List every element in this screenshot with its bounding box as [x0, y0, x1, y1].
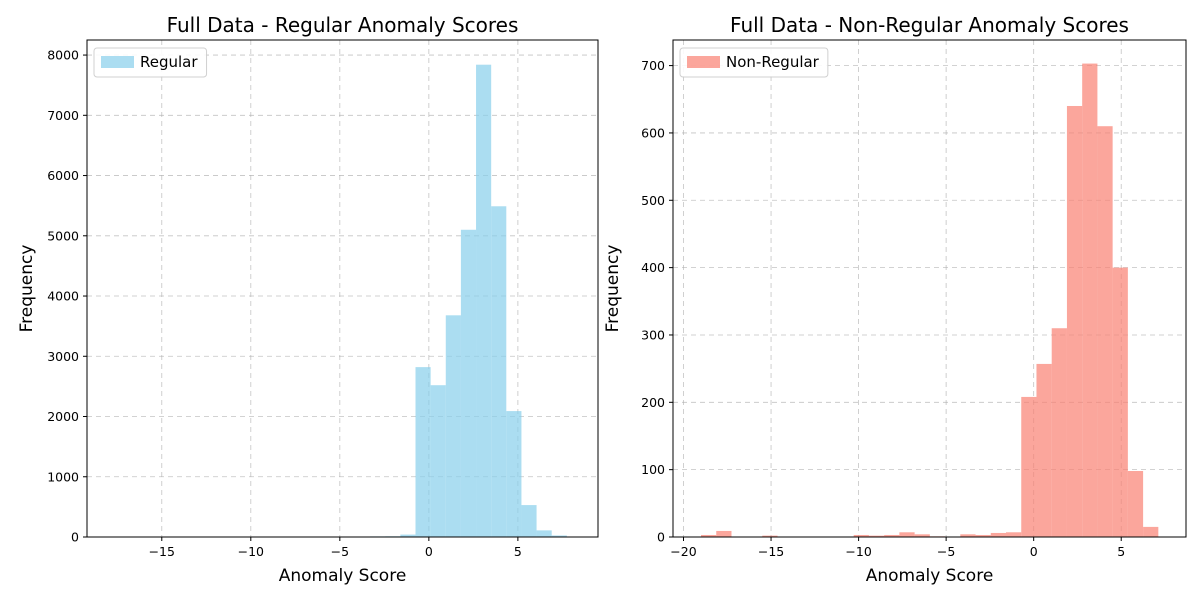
histogram-bar	[1112, 267, 1128, 537]
x-tick-label: 5	[514, 544, 522, 559]
histogram-bars	[241, 64, 567, 537]
legend-frame	[679, 47, 829, 78]
histogram-bar	[1006, 532, 1022, 537]
x-tick-label: 0	[1030, 544, 1038, 559]
histogram-bar	[430, 385, 446, 537]
legend: Non-Regular	[679, 47, 829, 78]
legend-label: Regular	[140, 53, 198, 71]
x-tick-label: 5	[1117, 544, 1125, 559]
chart-title: Full Data - Regular Anomaly Scores	[167, 13, 519, 37]
legend-swatch	[101, 56, 134, 68]
histogram-bar	[914, 534, 930, 537]
y-tick-label: 0	[657, 530, 665, 545]
histogram-bars	[701, 63, 1159, 538]
histogram-bar	[476, 64, 492, 537]
histogram-bar	[1036, 363, 1052, 537]
histogram-bar	[445, 315, 461, 537]
legend-label: Non-Regular	[726, 53, 820, 71]
x-tick-label: 0	[425, 544, 433, 559]
y-tick-label: 700	[641, 58, 665, 73]
chart-title: Full Data - Non-Regular Anomaly Scores	[730, 13, 1129, 37]
y-tick-label: 4000	[47, 289, 79, 304]
plot-frame	[672, 39, 1187, 538]
regular-histogram-panel: −15 −10 −5 0 5 0 1000 2000 3000 4000 5000 6000 7000 8…	[17, 13, 599, 586]
y-tick-label: 200	[641, 395, 665, 410]
histogram-bar	[1097, 126, 1113, 538]
axis-ticks: −15 −10 −5 0 5 0 1000 2000 3000 4000 5000 6000 7000 8…	[47, 48, 522, 559]
x-tick-label: −5	[331, 544, 349, 559]
histogram-bar	[701, 534, 717, 537]
y-tick-label: 6000	[47, 168, 79, 183]
y-tick-label: 2000	[47, 409, 79, 424]
histogram-bar	[491, 206, 507, 537]
histogram-bar	[990, 532, 1007, 537]
plot-frame	[86, 39, 599, 538]
y-tick-label: 600	[641, 125, 665, 140]
x-tick-label: −15	[149, 544, 175, 559]
histogram-bar	[521, 505, 537, 537]
y-axis-label: Frequency	[603, 245, 623, 333]
histogram-bar	[1082, 63, 1098, 537]
histogram-bar	[1021, 396, 1037, 537]
y-axis-label: Frequency	[17, 245, 37, 333]
histogram-bar	[853, 534, 869, 537]
x-tick-label: −10	[238, 544, 264, 559]
histogram-bar	[400, 534, 416, 537]
histogram-bar	[762, 535, 778, 537]
histogram-bar	[899, 532, 915, 537]
y-tick-label: 8000	[47, 48, 79, 63]
histogram-bar	[460, 229, 477, 537]
y-tick-label: 500	[641, 193, 665, 208]
histogram-bar	[1066, 105, 1083, 538]
histogram-bar	[1051, 328, 1067, 537]
y-tick-label: 100	[641, 462, 665, 477]
y-tick-label: 300	[641, 327, 665, 342]
histogram-bar	[536, 530, 552, 537]
x-tick-label: −10	[845, 544, 871, 559]
histogram-bar	[868, 535, 885, 537]
y-tick-label: 400	[641, 260, 665, 275]
y-tick-label: 0	[71, 530, 79, 545]
histogram-bar	[1127, 471, 1144, 537]
y-tick-label: 5000	[47, 228, 79, 243]
x-tick-label: −15	[758, 544, 784, 559]
legend-swatch	[687, 56, 720, 68]
histogram-bar	[716, 530, 732, 537]
legend: Regular	[93, 47, 208, 78]
histogram-bar	[960, 534, 976, 537]
histogram-bar	[415, 367, 431, 537]
histogram-bar	[506, 411, 522, 537]
y-tick-label: 1000	[47, 469, 79, 484]
legend-frame	[93, 47, 208, 78]
x-axis-label: Anomaly Score	[279, 566, 407, 586]
x-axis-label: Anomaly Score	[866, 566, 994, 586]
x-tick-label: −20	[670, 544, 696, 559]
y-tick-label: 3000	[47, 349, 79, 364]
histogram-bar	[551, 535, 567, 537]
histogram-bar	[1143, 526, 1159, 537]
histogram-bar	[975, 534, 991, 537]
histogram-bar	[884, 534, 900, 537]
y-tick-label: 7000	[47, 108, 79, 123]
x-tick-label: −5	[937, 544, 955, 559]
